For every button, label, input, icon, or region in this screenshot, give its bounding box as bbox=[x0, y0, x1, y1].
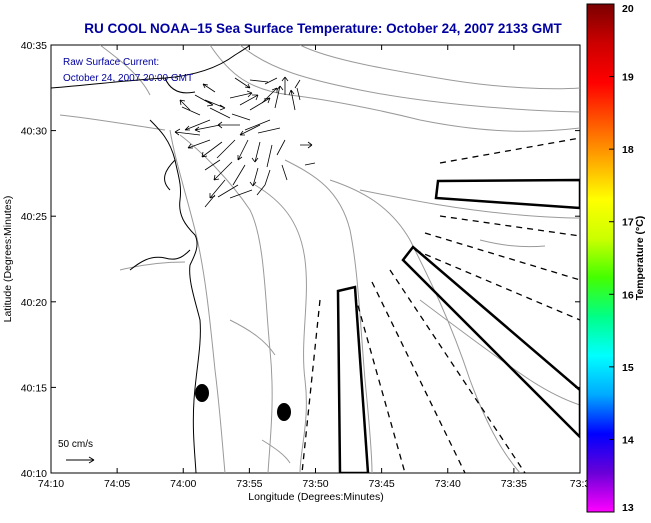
colorbar-ticks: 20 19 18 17 16 15 14 13 bbox=[609, 3, 634, 514]
current-label-line1: Raw Surface Current: bbox=[63, 57, 159, 68]
colorbar-tick-label: 20 bbox=[622, 3, 634, 15]
x-axis-label: Longitude (Degrees:Minutes) bbox=[248, 491, 383, 503]
y-tick-label: 40:25 bbox=[21, 211, 47, 223]
colorbar bbox=[586, 3, 615, 513]
scale-label: 50 cm/s bbox=[58, 439, 93, 450]
bathymetry-contours bbox=[59, 45, 580, 473]
y-tick-label: 40:15 bbox=[21, 382, 47, 394]
scale-arrow bbox=[66, 456, 95, 464]
colorbar-tick-label: 17 bbox=[622, 217, 634, 229]
colorbar-tick-label: 14 bbox=[622, 434, 634, 446]
x-tick-label: 74:05 bbox=[104, 478, 130, 490]
x-tick-label: 73:50 bbox=[302, 478, 328, 490]
x-tick-label: 73:3 bbox=[570, 478, 591, 490]
colorbar-tick-label: 15 bbox=[622, 362, 634, 374]
x-axis-ticks: 74:10 74:05 74:00 73:55 73:50 73:45 73:40 73:35… bbox=[38, 45, 591, 490]
x-tick-label: 74:00 bbox=[170, 478, 196, 490]
x-tick-label: 74:10 bbox=[38, 478, 64, 490]
map-title: RU COOL NOAA–15 Sea Surface Temperature:… bbox=[84, 21, 562, 36]
colorbar-tick-label: 18 bbox=[622, 144, 634, 156]
coastline bbox=[51, 45, 251, 473]
y-axis-ticks: 40:35 40:30 40:25 40:20 40:15 40:10 bbox=[21, 40, 580, 480]
current-label-line2: October 24, 2007 20:00 GMT bbox=[63, 73, 193, 84]
x-tick-label: 73:35 bbox=[501, 478, 527, 490]
radar-beam-lines bbox=[301, 137, 580, 473]
station-marker bbox=[277, 403, 291, 421]
map-content: Raw Surface Current: October 24, 2007 20… bbox=[51, 45, 580, 473]
colorbar-label: Temperature (°C) bbox=[634, 216, 646, 301]
y-tick-label: 40:35 bbox=[21, 40, 47, 52]
x-tick-label: 73:45 bbox=[368, 478, 394, 490]
surface-current-vectors bbox=[174, 76, 316, 208]
colorbar-tick-label: 16 bbox=[622, 289, 634, 301]
colorbar-tick-label: 13 bbox=[622, 502, 634, 514]
x-tick-label: 73:55 bbox=[236, 478, 262, 490]
y-tick-label: 40:10 bbox=[21, 468, 47, 480]
station-marker bbox=[195, 384, 209, 402]
colorbar-tick-label: 19 bbox=[622, 72, 634, 84]
survey-tracks bbox=[336, 178, 580, 473]
plot-frame bbox=[50, 44, 581, 474]
x-tick-label: 73:40 bbox=[435, 478, 461, 490]
y-tick-label: 40:30 bbox=[21, 126, 47, 138]
y-tick-label: 40:20 bbox=[21, 297, 47, 309]
y-axis-label: Latitude (Degrees:Minutes) bbox=[2, 196, 14, 323]
